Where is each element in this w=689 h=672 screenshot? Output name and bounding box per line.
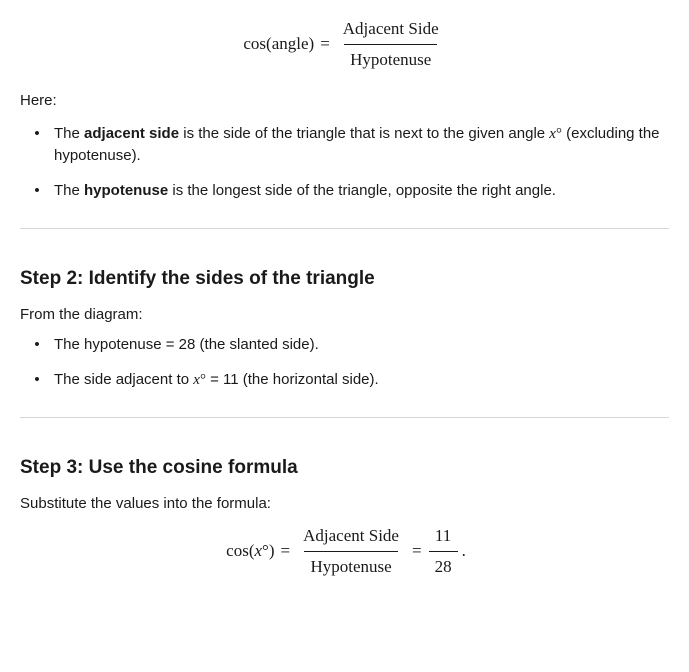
step2-lead: From the diagram:	[20, 304, 669, 327]
definitions-list: The adjacent side is the side of the tri…	[20, 123, 669, 203]
angle-var-2: x	[193, 372, 200, 388]
eq2-fraction-1: Adjacent Side Hypotenuse	[297, 523, 405, 579]
divider-2	[20, 417, 669, 418]
angle-var-1: x	[549, 126, 556, 142]
step2-title: Step 2: Identify the sides of the triang…	[20, 265, 669, 294]
eq2-den2: 28	[429, 551, 458, 580]
step2-item-adjacent: The side adjacent to x° = 11 (the horizo…	[48, 369, 669, 392]
hyp-pre: The	[54, 182, 84, 199]
eq2-den1: Hypotenuse	[304, 551, 397, 580]
eq2-lhs-post: )	[269, 541, 275, 560]
eq1-denominator: Hypotenuse	[344, 44, 437, 73]
definition-adjacent: The adjacent side is the side of the tri…	[48, 123, 669, 168]
eq2-lhs-pre: cos(	[226, 541, 254, 560]
equation-cos-substitution: cos(x°) = Adjacent Side Hypotenuse = 11 …	[20, 523, 669, 579]
eq2-lhs: cos(x°)	[223, 538, 277, 564]
eq1-numerator: Adjacent Side	[337, 16, 445, 44]
eq1-fraction: Adjacent Side Hypotenuse	[337, 16, 445, 72]
eq2-tail: .	[462, 538, 466, 564]
eq1-lhs: cos(angle)	[240, 31, 317, 57]
angle-var-3: x	[255, 541, 263, 560]
step3-lead: Substitute the values into the formula:	[20, 493, 669, 516]
equation-cos-definition: cos(angle) = Adjacent Side Hypotenuse	[20, 16, 669, 72]
step3-title: Step 3: Use the cosine formula	[20, 454, 669, 483]
adj-post-1: is the side of the triangle that is next…	[179, 125, 549, 142]
step2-item2-pre: The side adjacent to	[54, 371, 193, 388]
definition-hypotenuse: The hypotenuse is the longest side of th…	[48, 180, 669, 203]
step2-list: The hypotenuse = 28 (the slanted side). …	[20, 334, 669, 391]
adj-pre: The	[54, 125, 84, 142]
adj-bold: adjacent side	[84, 125, 179, 142]
eq2-equals-1: =	[278, 538, 294, 564]
eq2-num2: 11	[429, 523, 457, 551]
divider-1	[20, 228, 669, 229]
eq2-equals-2: =	[409, 538, 425, 564]
hyp-post: is the longest side of the triangle, opp…	[168, 182, 556, 199]
eq1-equals: =	[317, 31, 333, 57]
angle-deg-3: °	[262, 541, 269, 560]
eq2-fraction-2: 11 28	[429, 523, 458, 579]
hyp-bold: hypotenuse	[84, 182, 168, 199]
eq2-num1: Adjacent Side	[297, 523, 405, 551]
step2-item-hypotenuse: The hypotenuse = 28 (the slanted side).	[48, 334, 669, 357]
intro-here: Here:	[20, 90, 669, 113]
step2-item2-post: = 11 (the horizontal side).	[206, 371, 379, 388]
